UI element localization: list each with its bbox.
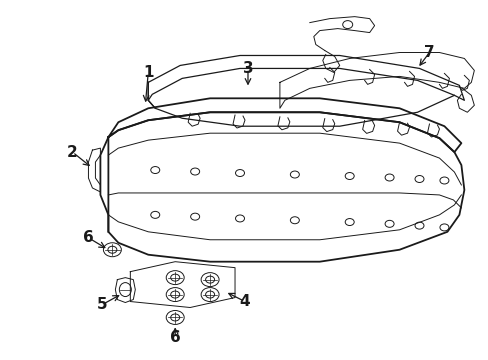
Text: 6: 6 [169, 330, 180, 345]
Text: 6: 6 [83, 230, 94, 245]
Text: 5: 5 [97, 297, 107, 312]
Text: 7: 7 [423, 45, 434, 60]
Text: 1: 1 [142, 65, 153, 80]
Text: 3: 3 [242, 61, 253, 76]
Text: 4: 4 [239, 294, 250, 309]
Text: 2: 2 [67, 145, 78, 159]
